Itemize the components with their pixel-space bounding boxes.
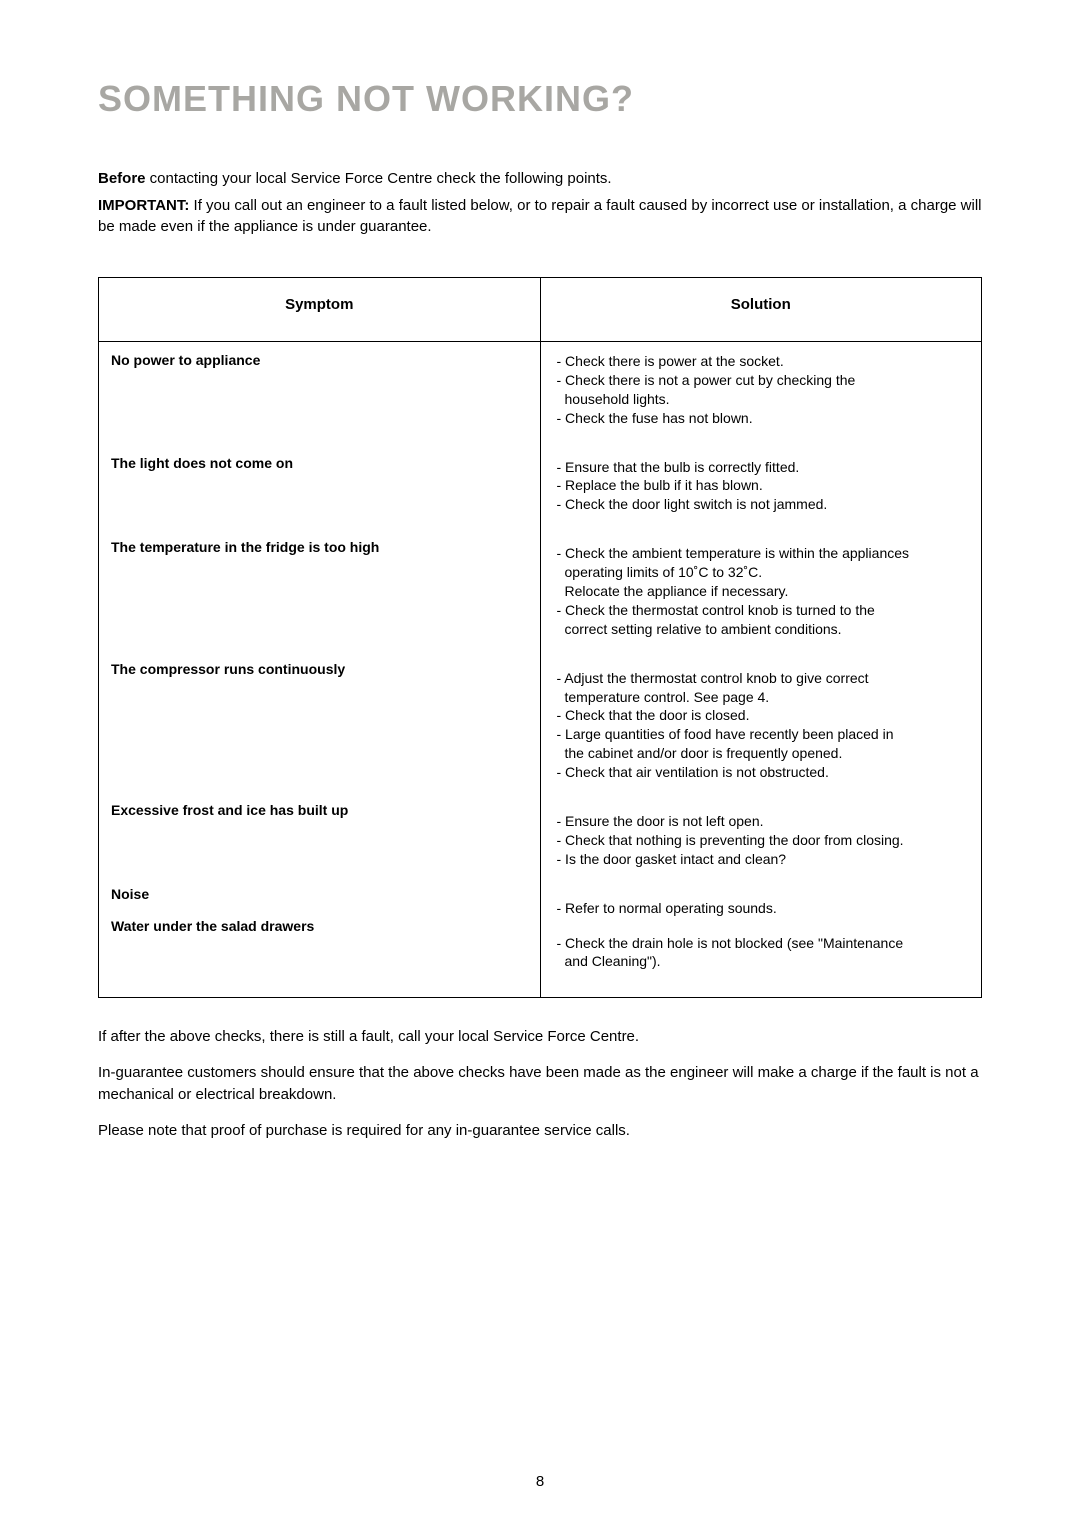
solution-line: - Check the fuse has not blown. [553,409,970,428]
solution-line: - Check that the door is closed. [553,706,970,725]
page-content: SOMETHING NOT WORKING? Before contacting… [0,0,1080,1141]
header-symptom: Symptom [99,278,541,341]
solution-line: temperature control. See page 4. [553,688,970,707]
symptom-cell: Excessive frost and ice has built up [111,802,528,818]
solution-line: - Check that air ventilation is not obst… [553,763,970,782]
solution-column: - Check there is power at the socket.- C… [541,342,982,997]
symptom-cell: Water under the salad drawers [111,918,528,934]
solution-cell: - Refer to normal operating sounds. [553,899,970,918]
solution-cell: - Check the ambient temperature is withi… [553,544,970,638]
symptom-cell: The light does not come on [111,455,528,471]
solution-line: - Is the door gasket intact and clean? [553,850,970,869]
intro-line-1: Before contacting your local Service For… [98,168,982,189]
intro-bold-2: IMPORTANT: [98,197,189,214]
solution-line: - Ensure the door is not left open. [553,812,970,831]
solution-line: - Adjust the thermostat control knob to … [553,669,970,688]
header-solution: Solution [541,278,982,341]
solution-line: - Ensure that the bulb is correctly fitt… [553,458,970,477]
solution-line: - Replace the bulb if it has blown. [553,476,970,495]
solution-line: Relocate the appliance if necessary. [553,582,970,601]
solution-line: correct setting relative to ambient cond… [553,620,970,639]
solution-line: - Check the thermostat control knob is t… [553,601,970,620]
followup-1: If after the above checks, there is stil… [98,1026,982,1048]
followup-2: In-guarantee customers should ensure tha… [98,1062,982,1106]
page-number: 8 [0,1473,1080,1490]
symptom-cell: The compressor runs continuously [111,661,528,677]
solution-line: - Check the drain hole is not blocked (s… [553,934,970,953]
solution-cell: - Check there is power at the socket.- C… [553,352,970,428]
symptom-cell: Noise [111,886,528,902]
solution-cell: - Ensure that the bulb is correctly fitt… [553,458,970,515]
solution-line: - Check there is not a power cut by chec… [553,371,970,390]
solution-cell: - Check the drain hole is not blocked (s… [553,934,970,972]
solution-line: household lights. [553,390,970,409]
intro-text-2: If you call out an engineer to a fault l… [98,197,982,235]
followup-3: Please note that proof of purchase is re… [98,1120,982,1142]
solution-line: operating limits of 10˚C to 32˚C. [553,563,970,582]
table-header-row: Symptom Solution [99,278,981,342]
symptom-cell: No power to appliance [111,352,528,368]
intro-line-2: IMPORTANT: If you call out an engineer t… [98,195,982,237]
intro-bold-1: Before [98,170,146,187]
troubleshoot-table: Symptom Solution No power to appliance Th… [98,277,982,998]
solution-cell: - Ensure the door is not left open.- Che… [553,812,970,869]
solution-line: and Cleaning"). [553,952,970,971]
solution-line: - Check the ambient temperature is withi… [553,544,970,563]
solution-line: - Check that nothing is preventing the d… [553,831,970,850]
symptom-column: No power to appliance The light does not … [99,342,541,997]
solution-line: - Check the door light switch is not jam… [553,495,970,514]
solution-line: - Check there is power at the socket. [553,352,970,371]
intro-text-1: contacting your local Service Force Cent… [146,170,612,187]
symptom-cell: The temperature in the fridge is too hig… [111,539,528,555]
solution-line: - Large quantities of food have recently… [553,725,970,744]
table-body: No power to appliance The light does not … [99,342,981,997]
solution-line: - Refer to normal operating sounds. [553,899,970,918]
solution-line: the cabinet and/or door is frequently op… [553,744,970,763]
solution-cell: - Adjust the thermostat control knob to … [553,669,970,782]
page-title: SOMETHING NOT WORKING? [98,78,982,120]
